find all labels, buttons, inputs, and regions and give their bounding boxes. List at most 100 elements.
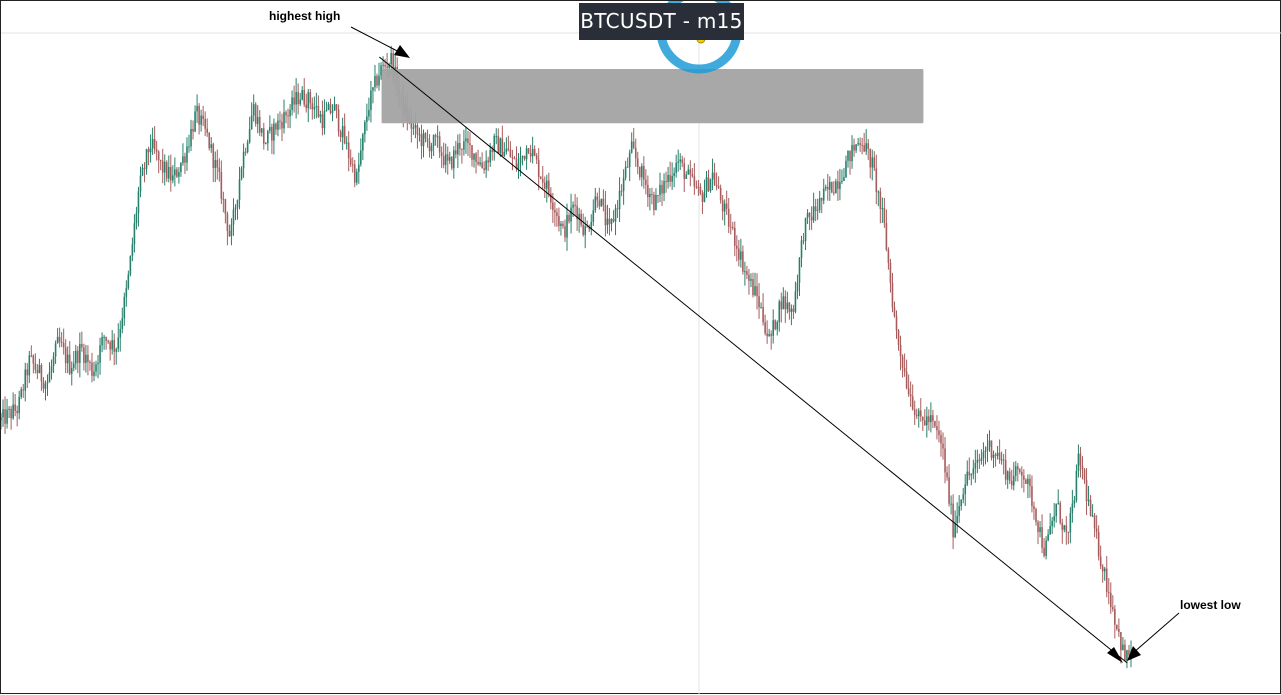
candle-body (24, 369, 27, 391)
candle-body (829, 182, 831, 190)
candle-body (638, 166, 641, 178)
candle-body (1057, 502, 1060, 504)
candle-body (436, 136, 439, 138)
candle-body (1029, 478, 1031, 487)
candle-body (1091, 515, 1094, 517)
candle-body (163, 161, 166, 173)
candle-body (610, 219, 613, 225)
candle-body (434, 135, 437, 137)
candle-body (501, 138, 504, 156)
candle-body (721, 200, 724, 212)
candle-body (1010, 480, 1013, 486)
candle-body (40, 365, 43, 382)
candle-body (1041, 527, 1043, 548)
candle-body (1101, 566, 1104, 572)
candle-body (34, 363, 37, 370)
candle-body (349, 158, 352, 165)
candle-body (184, 156, 186, 163)
candle-body (139, 175, 142, 192)
candle-body (766, 333, 768, 337)
candle-body (863, 145, 865, 152)
candle-body (475, 153, 477, 162)
candle-body (897, 330, 900, 345)
candle-body (89, 362, 91, 364)
candle-body (1031, 486, 1033, 507)
candle-body (594, 196, 597, 211)
candle-body (1099, 556, 1102, 567)
candle-body (746, 271, 748, 275)
candle-body (295, 92, 297, 105)
candle-body (240, 168, 243, 180)
candle-body (628, 152, 631, 168)
candle-body (822, 188, 825, 201)
candle-body (881, 208, 884, 210)
candle-body (123, 296, 126, 319)
candle-body (978, 459, 981, 461)
candle-body (362, 134, 364, 151)
candle-body (774, 320, 777, 330)
candle-body (513, 158, 516, 160)
candle-body (1021, 471, 1023, 476)
candle-body (742, 251, 744, 272)
candle-body (8, 408, 10, 410)
candle-body (372, 87, 374, 91)
candle-body (681, 159, 684, 163)
candle-body (54, 343, 57, 357)
candle-body (277, 120, 279, 130)
candle-body (331, 110, 334, 113)
candle-body (161, 160, 164, 173)
candle-body (315, 106, 318, 108)
lowest-low-annotation: lowest low (1180, 598, 1241, 612)
candle-body (1071, 503, 1074, 514)
candle-body (877, 191, 880, 193)
candle-body (155, 149, 158, 152)
candle-body (841, 180, 843, 182)
candle-body (909, 394, 912, 397)
candle-body (145, 149, 148, 169)
candle-body (1051, 520, 1053, 527)
candle-body (1006, 471, 1009, 480)
candle-body (612, 219, 615, 222)
candle-body (483, 168, 485, 170)
candle-body (196, 105, 198, 112)
candle-body (157, 151, 160, 161)
candle-body (28, 355, 31, 376)
candle-body (800, 240, 803, 259)
candle-body (42, 381, 45, 389)
candle-body (473, 153, 475, 160)
candle-body (584, 226, 587, 235)
candle-body (236, 199, 239, 208)
candle-body (537, 159, 540, 177)
candle-body (18, 396, 20, 414)
candle-body (859, 143, 861, 145)
candle-body (564, 226, 566, 238)
lowest-low-arrow-head (1127, 646, 1141, 661)
candle-body (258, 117, 261, 133)
candle-body (378, 75, 380, 86)
candle-body (786, 302, 789, 310)
candle-body (107, 340, 109, 343)
candle-body (558, 216, 560, 226)
candle-body (535, 155, 538, 160)
candle-body (105, 336, 107, 341)
candle-body (172, 175, 174, 181)
candle-body (723, 203, 726, 212)
candle-body (649, 194, 651, 198)
candle-body (36, 369, 39, 374)
candle-body (83, 347, 85, 363)
candle-body (921, 416, 924, 421)
highest-high-arrow-head (394, 45, 410, 58)
candle-body (446, 154, 449, 161)
candle-body (826, 186, 829, 190)
candle-body (695, 186, 698, 188)
candle-body (455, 150, 457, 155)
candle-body (996, 452, 999, 456)
candle-body (420, 134, 423, 147)
candle-body (693, 176, 696, 187)
candle-body (1000, 459, 1003, 461)
candle-body (26, 369, 29, 376)
candle-body (1103, 568, 1106, 572)
candle-body (167, 167, 170, 179)
candle-body (691, 174, 694, 177)
candle-body (56, 336, 59, 344)
